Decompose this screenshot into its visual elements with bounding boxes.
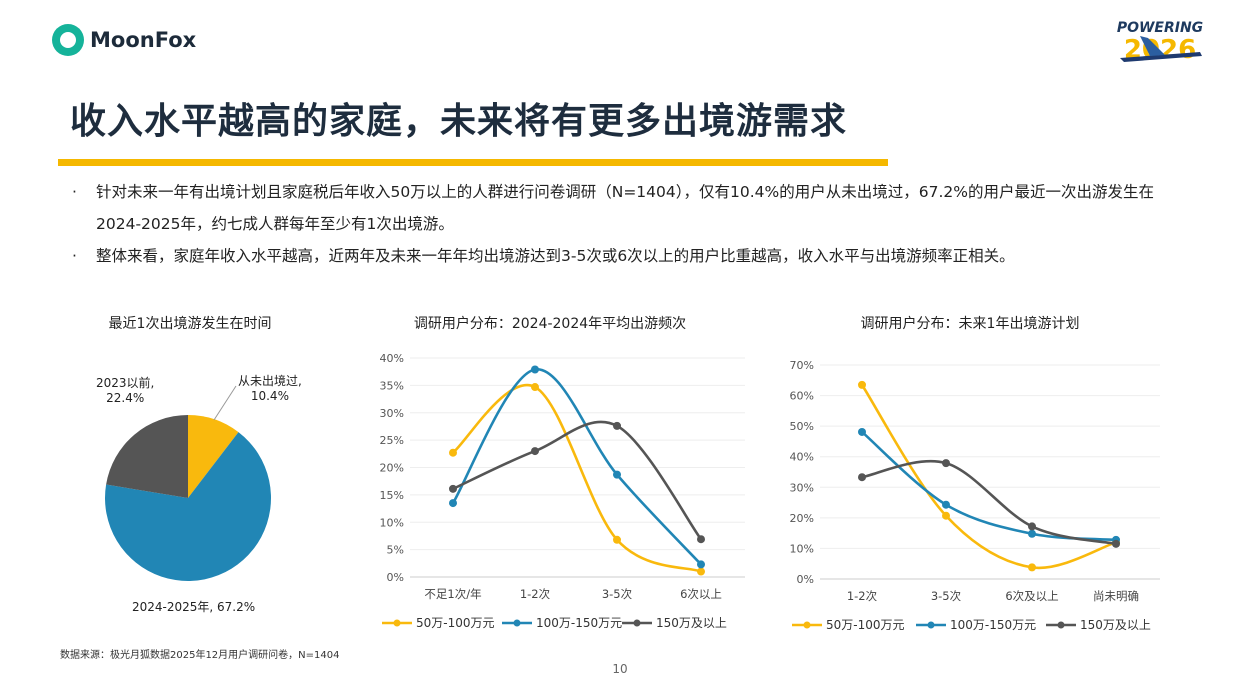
pie-label-text: 2023以前, [96,376,155,390]
data-point [858,473,866,482]
x-tick-label: 1-2次 [847,589,878,603]
data-point [531,383,539,392]
page-title: 收入水平越高的家庭，未来将有更多出境游需求 [70,101,848,142]
pie-label-text: 从未出境过, [238,374,302,388]
data-point [858,380,866,389]
moonfox-logo: MoonFox [52,24,196,56]
line-chart-1-title: 调研用户分布：2024-2024年平均出游频次 [413,316,687,332]
pie-label-2023: 2023以前, 22.4% [96,376,154,406]
pie-leader-line [213,385,237,421]
data-point [449,448,457,457]
y-tick-label: 15% [380,489,404,502]
x-tick-label: 3-5次 [602,587,633,601]
pie-chart-title: 最近1次出境游发生在时间 [108,316,272,332]
series-line [451,368,702,566]
legend-marker [803,621,811,629]
legend-marker [927,621,935,629]
data-point [942,459,950,468]
svg-text:POWERING: POWERING [1117,20,1203,36]
y-tick-label: 20% [790,512,814,525]
y-tick-label: 40% [790,451,814,464]
data-point [531,447,539,456]
title-underline [58,159,888,166]
data-point [613,470,621,479]
y-tick-label: 0% [797,573,814,586]
y-tick-label: 30% [380,407,404,420]
data-point [1028,563,1036,572]
legend-label: 150万及以上 [656,616,727,630]
legend-marker [393,619,401,627]
line-chart-1: 0% 5% 10% 15% 20% 25% 30% 35% 40% 不足1次/年 1-2次 3-5次 6… [380,352,745,630]
data-point [1028,529,1036,538]
line-chart-2-title: 调研用户分布：未来1年出境游计划 [860,316,1080,332]
data-point [531,365,539,374]
data-point [449,484,457,493]
y-tick-label: 20% [380,462,404,475]
data-point [697,567,705,576]
x-tick-label: 6次及以上 [1005,589,1058,603]
data-point [449,499,457,508]
data-source: 数据来源：极光月狐数据2025年12月用户调研问卷，N=1404 [60,650,340,661]
y-tick-label: 0% [387,571,404,584]
legend-label: 50万-100万元 [826,618,905,632]
x-tick-label: 3-5次 [931,589,962,603]
data-point [613,535,621,544]
powering-2026-logo: POWERING 2026 [1117,20,1203,65]
x-tick-label: 1-2次 [520,587,551,601]
y-tick-label: 60% [790,390,814,403]
legend-label: 100万-150万元 [536,616,622,630]
page-number: 10 [612,662,628,676]
y-tick-label: 10% [380,516,404,529]
series-line [860,384,1117,570]
brand-name: MoonFox [90,28,197,52]
series-line [452,383,702,573]
data-point [1028,522,1036,531]
pie-slice [105,432,271,581]
data-point [697,535,705,544]
data-point [613,421,621,430]
series-line [452,420,703,540]
data-point [942,511,950,520]
x-tick-label: 6次以上 [680,587,722,601]
pie-label-pct: 22.4% [106,391,145,405]
bullet-1: 针对未来一年有出境计划且家庭税后年收入50万以上的人群进行问卷调研（N=1404… [72,176,1192,240]
y-tick-label: 35% [380,379,404,392]
y-tick-label: 70% [790,359,814,372]
legend-label: 150万及以上 [1080,618,1151,632]
y-tick-label: 50% [790,420,814,433]
y-tick-label: 10% [790,542,814,555]
line-chart-2: 0% 10% 20% 30% 40% 50% 60% 70% 1-2次 3-5次 6次及以上 尚未明确… [790,359,1160,632]
legend-marker [633,619,641,627]
legend-label: 50万-100万元 [416,616,495,630]
y-tick-label: 40% [380,352,404,365]
series-line [861,459,1117,546]
y-tick-label: 5% [387,544,404,557]
data-point [858,427,866,436]
legend-marker [513,619,521,627]
data-point [697,560,705,569]
pie-slice [188,415,239,498]
legend-marker [1057,621,1065,629]
moonfox-logo-icon [52,24,84,56]
data-point [1112,539,1120,548]
pie-label-never: 从未出境过, 10.4% [238,374,302,404]
data-point [942,500,950,509]
x-tick-label: 尚未明确 [1093,589,1139,603]
legend-label: 100万-150万元 [950,618,1036,632]
pie-chart [105,385,271,581]
bullet-2: 整体来看，家庭年收入水平越高，近两年及未来一年年均出境游达到3-5次或6次以上的… [72,240,1192,272]
pie-label-pct: 10.4% [250,389,289,403]
x-tick-label: 不足1次/年 [424,587,481,601]
y-tick-label: 25% [380,434,404,447]
pie-slice [106,415,188,498]
pie-label-2024-2025: 2024-2025年, 67.2% [132,600,256,614]
y-tick-label: 30% [790,481,814,494]
